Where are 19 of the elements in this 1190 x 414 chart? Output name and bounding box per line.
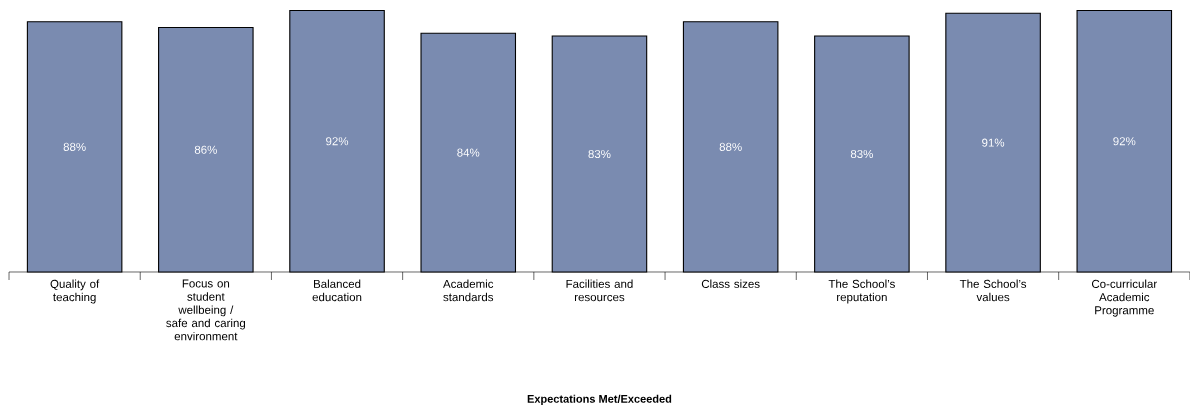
x-tick-label: Facilities and resources [566,279,633,302]
x-axis-title: Expectations Met/Exceeded [527,394,672,405]
data-label: 88% [63,142,86,151]
data-label: 86% [194,145,217,154]
x-tick-label: Quality of teaching [50,279,100,304]
data-label: 92% [1113,137,1136,146]
x-tick-label: The School’s values [959,279,1027,302]
data-label: 83% [588,149,611,159]
data-label: 92% [326,137,349,146]
data-label: 91% [982,138,1005,147]
x-tick-label: Academic standards [443,279,494,302]
data-label: 88% [719,142,742,151]
x-tick-label: The School’s reputation [828,279,895,304]
x-tick-label: Focus on student wellbeing / safe and caring environment [166,279,246,341]
x-tick-label: Class sizes [701,279,760,288]
data-label: 84% [457,148,480,157]
x-tick-label: Balanced education [312,279,362,302]
data-label: 83% [850,149,873,159]
x-tick-label: Co-curricular Academic Programme [1091,279,1157,317]
